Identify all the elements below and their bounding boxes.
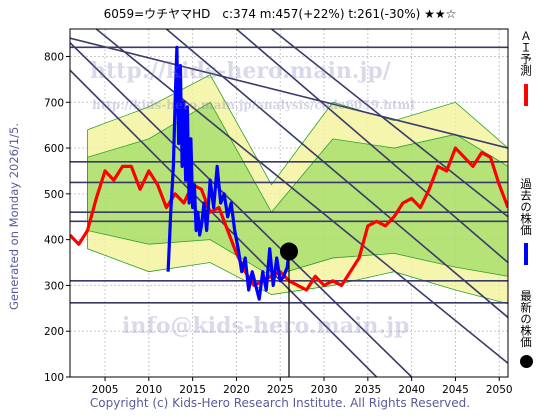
x-axis-ticks: 2005 2010 2015 2020 2025 2030 2035 2040 2045 2050 — [92, 377, 513, 396]
trend-line — [70, 69, 378, 377]
y-tick-label: 700 — [44, 97, 64, 109]
trend-lines — [70, 29, 508, 377]
legend-past-label: 過去の株価 — [519, 178, 533, 236]
y-tick-label: 100 — [44, 372, 64, 384]
legend-latest-label: 最新の株価 — [519, 290, 533, 348]
trend-line — [270, 29, 508, 218]
copyright-footer: Copyright (c) Kids-Hero Research Institu… — [89, 396, 471, 410]
trend-line — [165, 29, 508, 319]
x-tick-label: 2030 — [311, 384, 338, 396]
latest-price-marker — [280, 242, 298, 377]
legend-latest-dot — [519, 355, 533, 369]
x-tick-label: 2015 — [179, 384, 206, 396]
legend-past-swatch — [524, 243, 528, 266]
y-tick-label: 600 — [44, 143, 64, 155]
x-tick-label: 2020 — [223, 384, 250, 396]
x-tick-label: 2005 — [92, 384, 119, 396]
y-tick-label: 300 — [44, 280, 64, 292]
y-axis-ticks: 100 200 300 400 500 600 700 800 — [44, 51, 70, 384]
chart-title: 6059=ウチヤマHD c:374 m:457(+22%) t:261(-30%… — [103, 7, 457, 21]
legend-ai-label: ＡＩ予測 — [519, 30, 533, 76]
watermark-url: http://kids-hero.main.jp/ — [90, 58, 391, 84]
y-tick-label: 200 — [44, 326, 64, 338]
x-tick-label: 2010 — [135, 384, 162, 396]
x-tick-label: 2025 — [267, 384, 294, 396]
plot-border — [69, 28, 509, 378]
trend-line — [235, 29, 508, 264]
y-tick-label: 500 — [44, 189, 64, 201]
trend-line — [70, 37, 508, 149]
trend-line — [70, 42, 413, 377]
legend-past-price: 過去の株価 — [518, 178, 534, 266]
latest-price-dot — [280, 242, 298, 261]
legend-latest-price: 最新の株価 — [518, 290, 534, 369]
generated-date-label: Generated on Monday 2026/1/5. — [7, 122, 21, 310]
trend-line — [95, 29, 508, 364]
past-price-line — [166, 45, 291, 301]
x-tick-label: 2035 — [354, 384, 381, 396]
watermark-url-detail: http://kids-hero.main.jp/analysis/code60… — [92, 98, 415, 112]
legend-ai-swatch — [524, 83, 528, 106]
y-tick-label: 800 — [44, 51, 64, 63]
watermark-email: info@kids-hero.main.jp — [122, 313, 410, 339]
y-tick-label: 400 — [44, 235, 64, 247]
x-tick-label: 2050 — [486, 384, 513, 396]
legend-ai-prediction: ＡＩ予測 — [518, 30, 534, 106]
x-tick-label: 2045 — [442, 384, 469, 396]
x-tick-label: 2040 — [398, 384, 425, 396]
